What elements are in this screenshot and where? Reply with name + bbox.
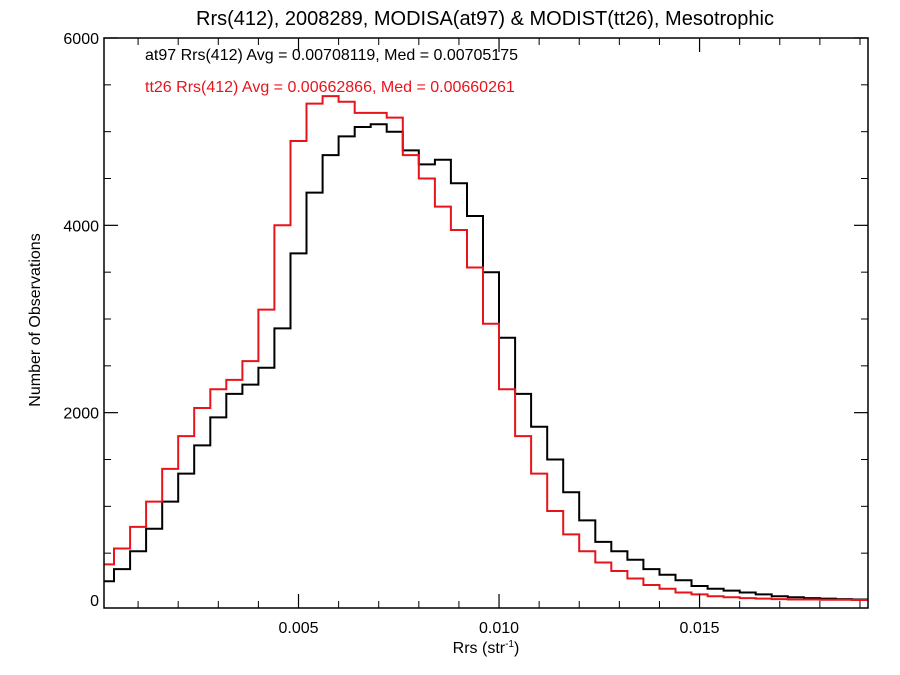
y-tick-label: 6000: [63, 31, 99, 48]
plot-frame: [103, 37, 869, 609]
y-tick-label: 0: [90, 593, 99, 610]
legend-entry-at97: at97 Rrs(412) Avg = 0.00708119, Med = 0.…: [145, 47, 518, 64]
series-line-tt26: [104, 95, 868, 601]
axes-layer: 0.005 0.010 0.015 0 2000 4000 6000: [63, 31, 868, 637]
series-layer: [104, 95, 868, 601]
x-tick-label: 0.015: [680, 620, 720, 637]
y-tick-label: 2000: [63, 406, 99, 423]
chart-title: Rrs(412), 2008289, MODISA(at97) & MODIST…: [196, 8, 774, 30]
x-axis-label: Rrs (str-1): [453, 639, 520, 657]
x-tick-label: 0.010: [479, 620, 519, 637]
series-line-at97: [104, 123, 868, 601]
x-tick-label: 0.005: [278, 620, 318, 637]
legend-entry-tt26: tt26 Rrs(412) Avg = 0.00662866, Med = 0.…: [145, 79, 515, 96]
y-axis-label: Number of Observations: [27, 233, 44, 406]
y-tick-label: 4000: [63, 218, 99, 235]
